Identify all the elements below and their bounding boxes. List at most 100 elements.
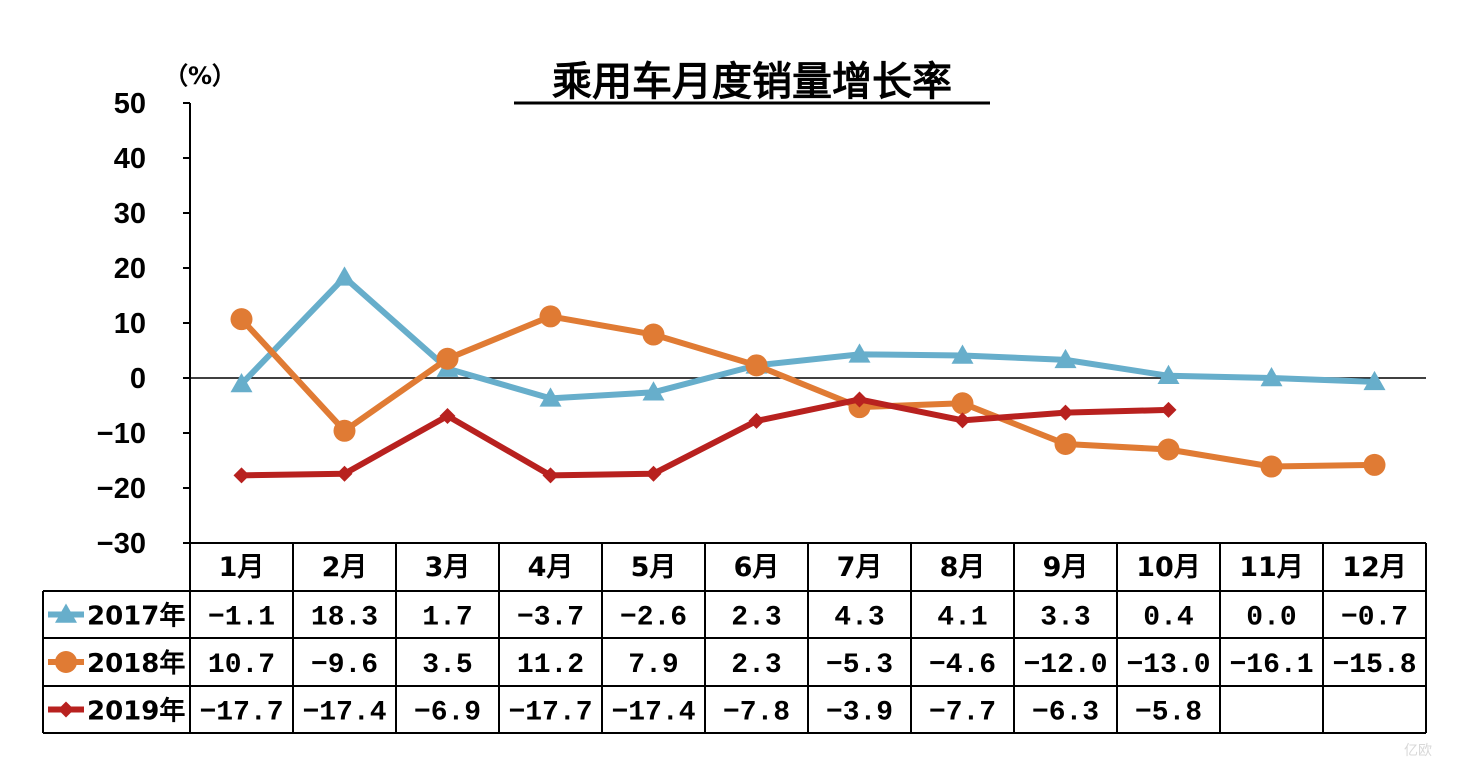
table-cell: 3.3	[1040, 603, 1090, 634]
table-cell: 2.3	[731, 650, 781, 681]
y-tick-label: −20	[97, 473, 146, 505]
legend-marker	[55, 603, 77, 623]
y-tick-label: −30	[97, 528, 146, 560]
table-cell: −9.6	[311, 650, 378, 681]
series-1	[230, 305, 1386, 478]
table-cell: 0.4	[1143, 603, 1193, 634]
table-cell: −3.9	[826, 698, 893, 729]
table-cell: −15.8	[1332, 650, 1416, 681]
table-cell: 0.0	[1246, 603, 1296, 634]
table-cell: −17.7	[508, 698, 592, 729]
x-tick-label: 8月	[940, 552, 986, 583]
table-cell: −1.1	[208, 603, 275, 634]
x-tick-label: 5月	[631, 552, 677, 583]
x-tick-label: 2月	[322, 552, 368, 583]
data-point	[1054, 433, 1077, 455]
table-cell: −7.7	[929, 698, 996, 729]
series-line	[239, 313, 1375, 470]
data-table: 1月 2月 3月 4月 5月 6月 7月 8月 9月 10月 11月 12月 2017年 −1.1 18.3…	[42, 542, 1427, 734]
data-point	[436, 347, 459, 370]
table-cell: −16.1	[1229, 650, 1313, 681]
data-point	[1157, 364, 1180, 385]
table-cell: 18.3	[311, 603, 378, 634]
data-point	[230, 373, 253, 393]
y-tick-label: 40	[114, 143, 146, 175]
y-tick-label: −10	[97, 418, 146, 450]
legend-label: 2019年	[87, 696, 185, 727]
data-point	[230, 308, 253, 331]
table-cell: −2.6	[620, 603, 687, 634]
table-cell: −5.3	[826, 650, 893, 681]
table-cell: −12.0	[1023, 650, 1107, 681]
table-cell: 4.1	[937, 603, 987, 634]
data-point	[333, 419, 356, 442]
table-cell: −17.4	[611, 698, 695, 729]
data-point	[1057, 404, 1074, 421]
y-tick-label: 0	[130, 363, 146, 395]
table-cell: −3.7	[517, 603, 584, 634]
chart-title: 乘用车月度销量增长率	[552, 59, 952, 105]
data-point	[1160, 401, 1177, 418]
legend-marker	[58, 701, 74, 718]
x-tick-label: 7月	[837, 552, 883, 583]
table-cell: 1.7	[422, 603, 472, 634]
data-point	[336, 465, 353, 482]
data-point	[539, 305, 562, 328]
table-cell: 3.5	[422, 650, 472, 681]
x-tick-label: 12月	[1342, 552, 1407, 583]
y-tick-label: 30	[114, 198, 146, 230]
table-cell: −17.4	[302, 698, 386, 729]
table-cell: 4.3	[834, 603, 884, 634]
table-cell: 11.2	[517, 650, 584, 681]
x-tick-label: 1月	[219, 552, 265, 583]
data-point	[851, 391, 868, 408]
table-cell: −0.7	[1341, 603, 1408, 634]
legend-label: 2018年	[87, 648, 185, 679]
series-2	[233, 391, 1177, 484]
data-point	[439, 407, 456, 424]
data-point	[645, 465, 662, 482]
legend-label: 2017年	[87, 601, 185, 632]
data-point	[233, 467, 250, 484]
x-tick-label: 9月	[1043, 552, 1089, 583]
data-point	[1157, 438, 1180, 461]
x-tick-label: 4月	[528, 552, 574, 583]
table-cell: 7.9	[628, 650, 678, 681]
x-tick-label: 6月	[734, 552, 780, 583]
data-point	[542, 467, 559, 484]
series-line	[239, 274, 1375, 402]
y-unit-label: （%）	[164, 62, 236, 90]
data-point	[954, 412, 971, 429]
data-point	[1363, 370, 1386, 391]
table-cell: −13.0	[1126, 650, 1210, 681]
data-point	[951, 344, 974, 364]
data-point	[1260, 455, 1283, 478]
plot-area	[230, 266, 1386, 484]
table-cell: −5.8	[1135, 698, 1202, 729]
legend-marker	[55, 651, 77, 673]
data-point	[1363, 453, 1386, 476]
data-point	[745, 354, 768, 377]
watermark-text: 亿欧	[1404, 743, 1432, 759]
table-cell: 2.3	[731, 603, 781, 634]
y-tick-label: 20	[114, 253, 146, 285]
x-tick-label: 10月	[1136, 552, 1201, 583]
data-point	[748, 412, 765, 429]
table-cell: −7.8	[723, 698, 790, 729]
data-point	[642, 381, 665, 401]
table-cell: −6.9	[414, 698, 481, 729]
y-tick-label: 50	[114, 88, 146, 120]
data-point	[1054, 348, 1077, 369]
table-cell: −17.7	[199, 698, 283, 729]
data-point	[951, 392, 974, 415]
x-tick-label: 11月	[1239, 552, 1304, 583]
y-axis: 50 40 30 20 10 0 −10 −20 −30	[97, 88, 1426, 560]
table-cell: −6.3	[1032, 698, 1099, 729]
data-point	[333, 266, 356, 286]
table-cell: 10.7	[208, 650, 275, 681]
y-tick-label: 10	[114, 308, 146, 340]
table-cell: −4.6	[929, 650, 996, 681]
data-point	[848, 343, 871, 363]
data-point	[539, 387, 562, 407]
